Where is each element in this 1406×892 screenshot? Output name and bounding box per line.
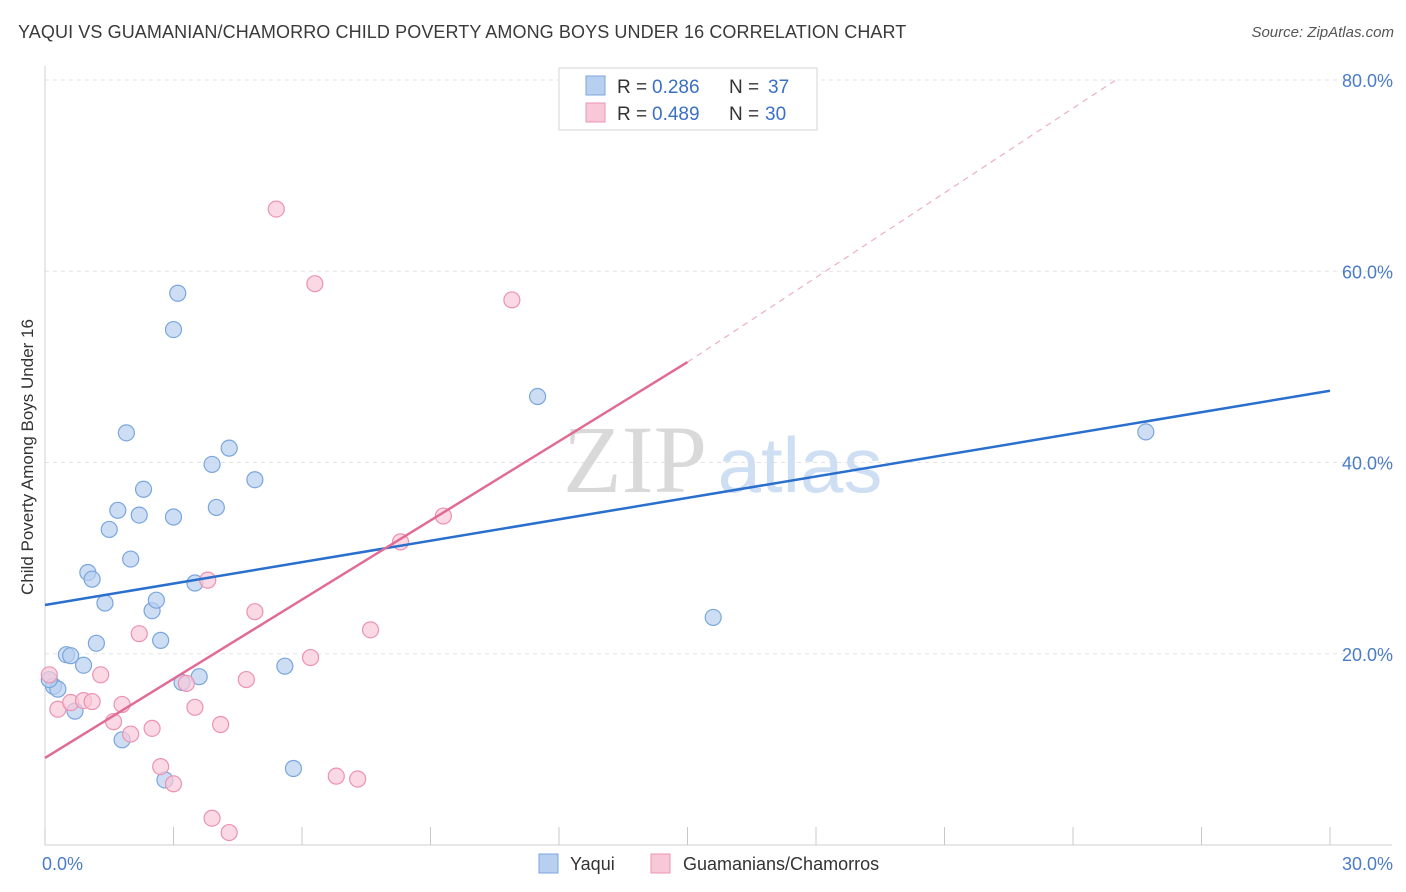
yaqui-point xyxy=(164,320,183,339)
series-legend-label-yaqui: Yaqui xyxy=(570,854,615,874)
yaqui-point xyxy=(74,656,93,674)
yaqui-point xyxy=(207,498,225,517)
yaqui-point xyxy=(152,631,170,649)
guamanian-point xyxy=(301,648,320,667)
guamanian-point xyxy=(246,603,264,621)
y-tick-label: 20.0% xyxy=(1342,645,1393,665)
watermark-zip: ZIP xyxy=(563,406,707,513)
x-tick-label: 0.0% xyxy=(42,854,83,874)
legend-r-value-yaqui: 0.286 xyxy=(652,77,700,98)
yaqui-point xyxy=(117,424,135,442)
guamanian-point xyxy=(503,291,521,309)
yaqui-point xyxy=(246,471,264,489)
yaqui-point xyxy=(169,284,187,302)
yaqui-point xyxy=(134,480,153,498)
yaqui-point xyxy=(203,455,221,474)
guamanian-point xyxy=(203,809,221,827)
yaqui-point xyxy=(704,608,722,627)
y-axis-label: Child Poverty Among Boys Under 16 xyxy=(18,319,37,595)
yaqui-point xyxy=(220,439,238,457)
guamanian-trend-extension xyxy=(687,79,1117,363)
watermark-atlas: atlas xyxy=(718,421,883,509)
guamanian-point xyxy=(164,775,183,793)
legend-swatch-guamanian xyxy=(585,102,606,123)
legend-r-value-guamanian: 0.489 xyxy=(652,104,700,125)
grid xyxy=(45,79,1392,655)
guamanian-point xyxy=(220,823,238,842)
guamanian-point xyxy=(349,770,367,788)
tick-labels: 20.0% 40.0% 60.0% 80.0% 0.0% 30.0% xyxy=(42,71,1393,874)
trend-lines xyxy=(44,79,1331,760)
guamanian-point xyxy=(40,666,58,684)
guamanian-point xyxy=(122,725,140,743)
legend-r-label: R = xyxy=(617,104,647,125)
yaqui-point xyxy=(83,570,101,588)
guamanian-point xyxy=(199,571,217,589)
guamanian-point xyxy=(130,625,148,643)
yaqui-point xyxy=(147,591,165,609)
watermark: ZIP atlas xyxy=(563,406,882,513)
series-legend-label-guamanian: Guamanians/Chamorros xyxy=(683,854,879,874)
guamanian-point xyxy=(327,767,345,785)
data-points xyxy=(40,200,1155,842)
series-legend: Yaqui Guamanians/Chamorros xyxy=(538,853,879,874)
stats-legend: R = 0.286 N = 37 R = 0.489 N = 30 xyxy=(558,67,818,131)
legend-n-label: N = xyxy=(729,104,759,125)
guamanian-point xyxy=(186,698,204,716)
yaqui-point xyxy=(1137,423,1155,441)
guamanian-point xyxy=(361,621,380,639)
yaqui-point xyxy=(122,550,140,568)
yaqui-point xyxy=(528,387,547,406)
legend-swatch-yaqui xyxy=(585,75,606,96)
guamanian-point xyxy=(212,715,230,734)
y-tick-label: 40.0% xyxy=(1342,454,1393,474)
legend-n-value-yaqui: 37 xyxy=(768,77,789,98)
source-label: Source: ZipAtlas.com xyxy=(1251,24,1394,41)
series-legend-swatch-yaqui xyxy=(538,853,559,874)
guamanian-point xyxy=(177,674,195,692)
chart-title: YAQUI VS GUAMANIAN/CHAMORRO CHILD POVERT… xyxy=(18,22,907,42)
legend-n-value-guamanian: 30 xyxy=(765,104,786,125)
guamanian-point xyxy=(92,666,110,684)
legend-r-label: R = xyxy=(617,77,647,98)
y-tick-label: 60.0% xyxy=(1342,262,1393,282)
legend-n-label: N = xyxy=(729,77,759,98)
guamanian-point xyxy=(237,670,255,689)
y-tick-label: 80.0% xyxy=(1342,71,1393,91)
axes xyxy=(44,66,1392,846)
x-tick-label: 30.0% xyxy=(1342,854,1393,874)
yaqui-point xyxy=(284,759,303,778)
yaqui-trend-line xyxy=(44,389,1331,607)
yaqui-point xyxy=(87,634,106,652)
guamanian-trend-line xyxy=(44,361,689,760)
guamanian-point xyxy=(152,757,170,776)
yaqui-point xyxy=(100,520,118,539)
guamanian-point xyxy=(267,200,285,218)
yaqui-point xyxy=(109,501,127,519)
guamanian-point xyxy=(143,719,161,737)
yaqui-point xyxy=(130,506,148,524)
guamanian-point xyxy=(83,692,101,711)
yaqui-point xyxy=(276,657,294,675)
yaqui-point xyxy=(164,508,183,526)
yaqui-point xyxy=(96,594,114,612)
yaqui-point xyxy=(62,647,80,665)
series-legend-swatch-guamanian xyxy=(650,853,671,874)
guamanian-point xyxy=(306,275,324,293)
